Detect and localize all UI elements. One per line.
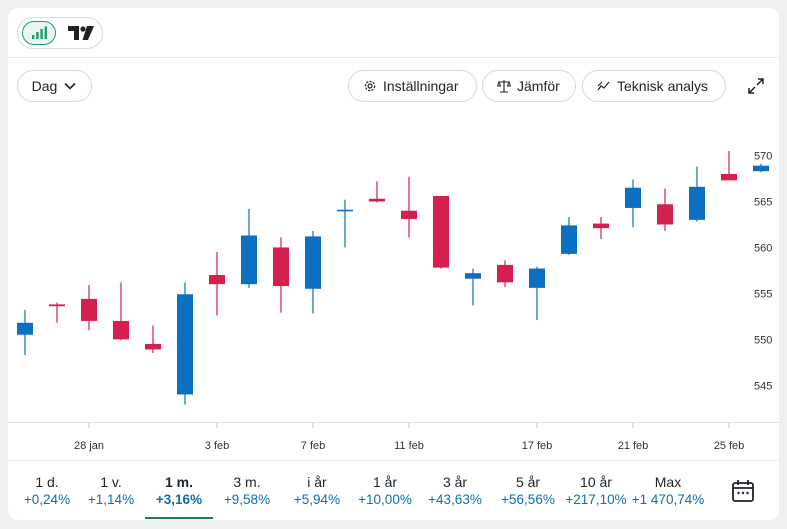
candle-body <box>593 223 609 229</box>
time-range-selector: 1 d. +0,24% 1 v. +1,14% 1 m. +3,16% 3 m. +9,58%… <box>8 460 779 520</box>
range-option-change: +5,94% <box>293 491 341 507</box>
range-option-change: +3,16% <box>155 491 203 507</box>
range-option-change: +10,00% <box>358 491 412 507</box>
range-option-label: Max <box>654 473 682 490</box>
candle-body <box>337 209 353 212</box>
x-tick-label: 28 jan <box>74 440 104 452</box>
candle-body <box>721 173 737 181</box>
x-tick-label: 7 feb <box>301 440 325 452</box>
chart-toolbar: Dag Inställningar Jämför Tekni <box>8 70 779 102</box>
compare-button[interactable]: Jämför <box>482 70 576 102</box>
chart-provider-toggle[interactable] <box>17 17 103 49</box>
gear-icon <box>364 80 376 92</box>
range-option-label: 10 år <box>580 473 612 490</box>
y-tick-label: 565 <box>754 197 772 209</box>
range-option-label: 3 år <box>442 473 468 490</box>
y-tick-label: 545 <box>754 380 772 392</box>
range-option[interactable]: 3 m. +9,58% <box>213 461 281 519</box>
price-chart[interactable]: 545 550 555 560 565 570 28 jan 3 feb 7 feb 11 feb… <box>8 108 779 460</box>
scale-icon <box>497 80 511 93</box>
bar-chart-icon <box>32 26 47 39</box>
y-tick-label: 550 <box>754 334 772 346</box>
range-option-label: 3 m. <box>233 473 261 490</box>
candle-body <box>561 225 577 254</box>
x-tick-label: 11 feb <box>394 440 424 452</box>
period-dropdown-label: Dag <box>31 78 58 94</box>
x-tick-label: 25 feb <box>714 440 745 452</box>
range-option[interactable]: 1 år +10,00% <box>351 461 419 519</box>
range-option-change: +1,14% <box>87 491 135 507</box>
candle-body <box>401 210 417 219</box>
indicator-line-icon <box>597 81 610 91</box>
candle-body <box>689 186 705 220</box>
range-option-label: 1 d. <box>35 473 59 490</box>
range-option[interactable]: 5 år +56,56% <box>493 461 563 519</box>
range-option-change: +1 470,74% <box>631 491 705 507</box>
candle-body <box>81 298 97 321</box>
candle-body <box>529 268 545 288</box>
chart-header <box>8 8 779 58</box>
settings-button[interactable]: Inställningar <box>348 70 477 102</box>
tradingview-logo[interactable] <box>68 26 94 40</box>
range-option[interactable]: 1 d. +0,24% <box>16 461 78 519</box>
x-axis-line <box>8 422 779 423</box>
chevron-down-icon <box>64 82 76 90</box>
candle-body <box>49 304 65 307</box>
range-option-change: +43,63% <box>428 491 482 507</box>
y-tick-label: 555 <box>754 288 772 300</box>
candle-body <box>177 294 193 395</box>
calendar-icon[interactable] <box>730 478 756 504</box>
period-dropdown[interactable]: Dag <box>17 70 92 102</box>
range-option-change: +56,56% <box>501 491 555 507</box>
candle-body <box>17 322 33 335</box>
range-option-label: 1 v. <box>100 473 122 490</box>
candle-body <box>305 236 321 289</box>
x-tick-label: 3 feb <box>205 440 229 452</box>
candle-body <box>465 273 481 279</box>
expand-icon[interactable] <box>746 76 766 96</box>
x-tick-label: 21 feb <box>618 440 649 452</box>
y-tick-label: 570 <box>754 151 772 163</box>
range-option-label: 5 år <box>515 473 541 490</box>
range-option[interactable]: 10 år +217,10% <box>563 461 629 519</box>
candle-body <box>145 343 161 350</box>
candle-body <box>497 264 513 283</box>
range-option-change: +9,58% <box>223 491 271 507</box>
candle-body <box>273 247 289 287</box>
range-option-label: 1 år <box>372 473 398 490</box>
range-option-label: i år <box>307 473 327 490</box>
range-option-change: +217,10% <box>565 491 627 507</box>
candle-body <box>433 195 449 268</box>
range-option[interactable]: 1 m. +3,16% <box>145 461 213 519</box>
candle-body <box>657 204 673 225</box>
candle-body <box>369 198 385 202</box>
chart-widget: Dag Inställningar Jämför Tekni <box>8 8 779 520</box>
simple-chart-option[interactable] <box>22 21 56 45</box>
technical-analysis-button[interactable]: Teknisk analys <box>582 70 726 102</box>
settings-label: Inställningar <box>383 78 459 94</box>
technical-analysis-label: Teknisk analys <box>617 78 709 94</box>
range-option-label: 1 m. <box>164 473 193 490</box>
candle-body <box>241 235 257 285</box>
range-option[interactable]: 1 v. +1,14% <box>80 461 142 519</box>
y-tick-label: 560 <box>754 242 772 254</box>
x-tick-label: 17 feb <box>522 440 553 452</box>
range-option-change: +0,24% <box>23 491 71 507</box>
range-option[interactable]: Max +1 470,74% <box>628 461 708 519</box>
candle-body <box>625 187 641 208</box>
compare-label: Jämför <box>517 78 560 94</box>
candle-body <box>209 275 225 285</box>
range-option[interactable]: 3 år +43,63% <box>419 461 491 519</box>
candle-body <box>753 165 769 172</box>
candle-body <box>113 320 129 340</box>
range-option[interactable]: i år +5,94% <box>283 461 351 519</box>
